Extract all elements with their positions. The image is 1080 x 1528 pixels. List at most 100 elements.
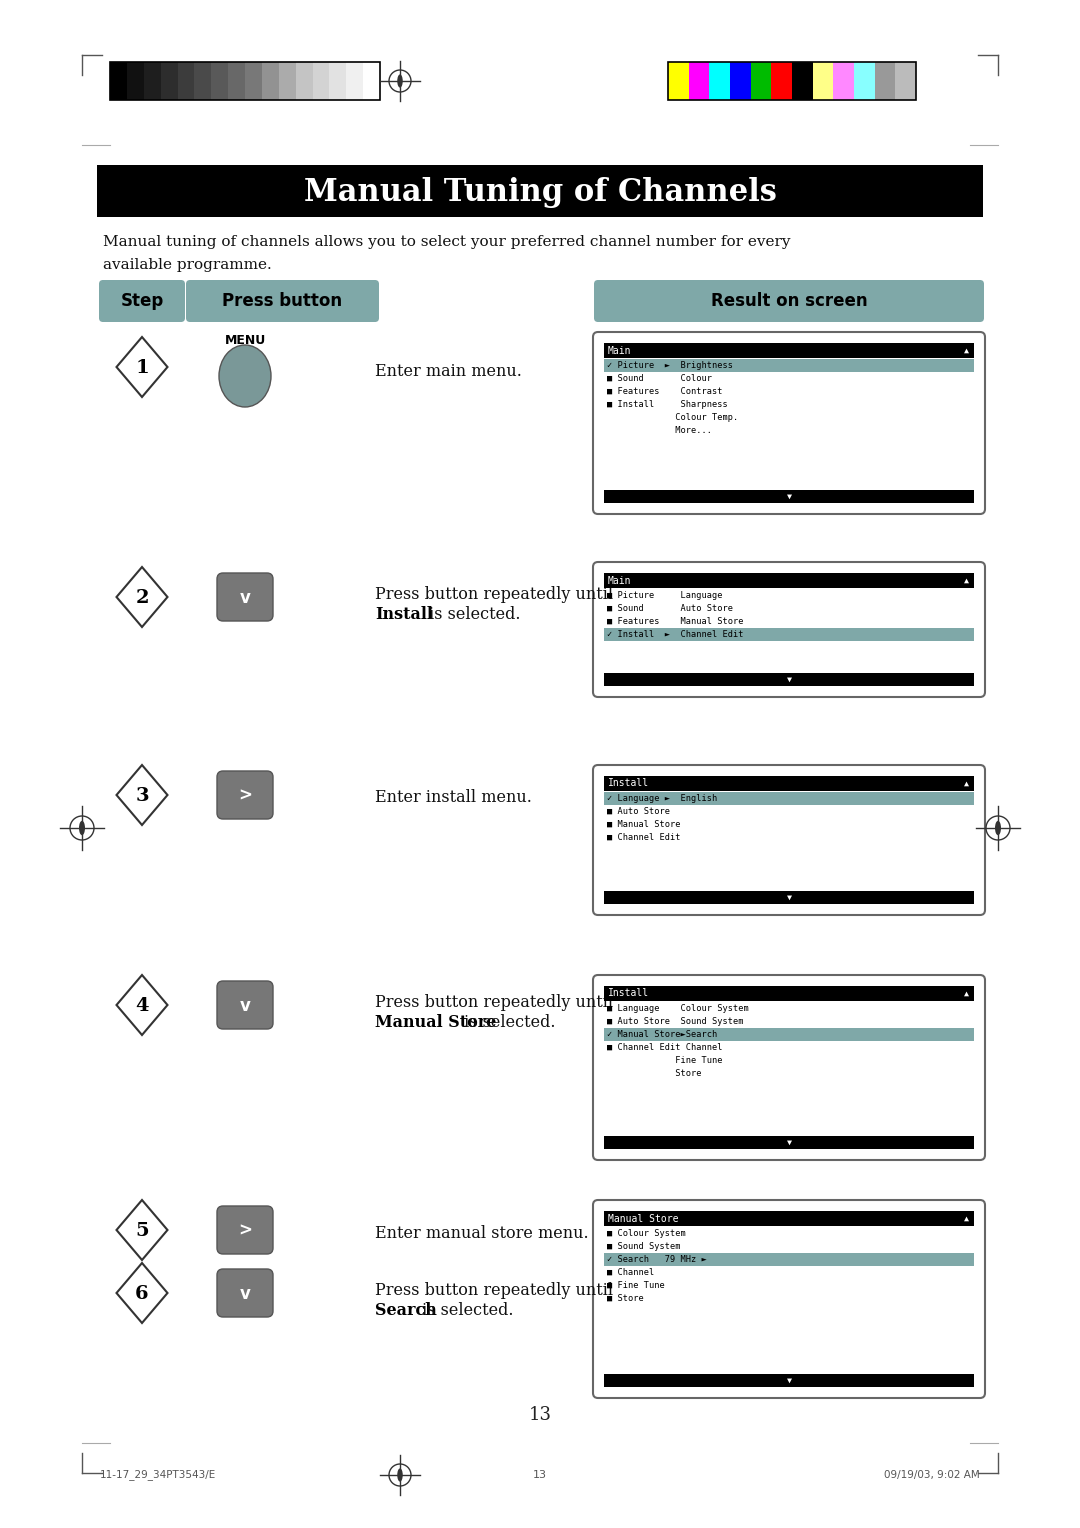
Text: MENU: MENU xyxy=(225,335,266,347)
Text: ▼: ▼ xyxy=(786,892,792,902)
Bar xyxy=(194,63,212,99)
Text: Manual Store: Manual Store xyxy=(608,1213,678,1224)
Polygon shape xyxy=(117,1264,167,1323)
FancyBboxPatch shape xyxy=(593,562,985,697)
Text: Enter main menu.: Enter main menu. xyxy=(375,364,522,380)
Text: Install: Install xyxy=(375,607,433,623)
Bar xyxy=(604,1028,974,1041)
Text: ■ Sound System: ■ Sound System xyxy=(607,1242,680,1251)
Bar xyxy=(604,342,974,358)
Text: ▼: ▼ xyxy=(786,1138,792,1148)
Text: Enter install menu.: Enter install menu. xyxy=(375,790,531,807)
Text: ■ Store: ■ Store xyxy=(607,1294,644,1303)
Bar xyxy=(604,1135,974,1149)
Text: 4: 4 xyxy=(135,996,149,1015)
Text: ■ Install     Sharpness: ■ Install Sharpness xyxy=(607,400,728,410)
Text: 1: 1 xyxy=(135,359,149,377)
Bar xyxy=(604,986,974,1001)
Text: ■ Sound       Auto Store: ■ Sound Auto Store xyxy=(607,604,733,613)
Text: Step: Step xyxy=(120,292,164,310)
FancyBboxPatch shape xyxy=(217,981,273,1028)
FancyBboxPatch shape xyxy=(217,1268,273,1317)
Bar xyxy=(312,63,329,99)
Bar xyxy=(177,63,194,99)
FancyBboxPatch shape xyxy=(593,766,985,915)
Text: Press button repeatedly until: Press button repeatedly until xyxy=(375,587,613,604)
Polygon shape xyxy=(117,975,167,1034)
Bar xyxy=(689,63,710,99)
Text: ✓ Manual Store►Search: ✓ Manual Store►Search xyxy=(607,1030,717,1039)
Text: ▼: ▼ xyxy=(786,1377,792,1384)
Text: ■ Auto Store: ■ Auto Store xyxy=(607,807,670,816)
FancyBboxPatch shape xyxy=(217,573,273,620)
Polygon shape xyxy=(117,338,167,397)
Text: Press button repeatedly until: Press button repeatedly until xyxy=(375,995,613,1012)
Text: >: > xyxy=(238,787,252,805)
Text: ■ Picture     Language: ■ Picture Language xyxy=(607,591,723,601)
Bar xyxy=(212,63,228,99)
Bar xyxy=(97,165,983,217)
Text: is selected.: is selected. xyxy=(417,1302,513,1319)
Text: v: v xyxy=(240,1285,251,1303)
Text: ✓ Picture  ►  Brightness: ✓ Picture ► Brightness xyxy=(607,361,733,370)
Text: More...: More... xyxy=(607,426,712,435)
Bar xyxy=(669,63,916,99)
Bar xyxy=(363,63,380,99)
Text: Search: Search xyxy=(375,1302,437,1319)
Bar xyxy=(604,1374,974,1387)
Bar xyxy=(669,63,689,99)
Text: ✓ Language ►  English: ✓ Language ► English xyxy=(607,795,717,804)
Bar xyxy=(710,63,730,99)
Text: v: v xyxy=(240,996,251,1015)
Text: Install: Install xyxy=(608,778,649,788)
Text: ▲: ▲ xyxy=(963,576,969,585)
Text: ▲: ▲ xyxy=(963,1215,969,1222)
FancyBboxPatch shape xyxy=(594,280,984,322)
Bar xyxy=(604,891,974,905)
Text: ■ Language    Colour System: ■ Language Colour System xyxy=(607,1004,748,1013)
Text: Manual tuning of channels allows you to select your preferred channel number for: Manual tuning of channels allows you to … xyxy=(103,235,791,249)
Bar xyxy=(261,63,279,99)
Text: available programme.: available programme. xyxy=(103,258,272,272)
FancyBboxPatch shape xyxy=(593,1199,985,1398)
FancyBboxPatch shape xyxy=(99,280,185,322)
Text: ■ Channel: ■ Channel xyxy=(607,1268,654,1277)
Text: 6: 6 xyxy=(135,1285,149,1303)
Bar xyxy=(110,63,380,99)
Bar xyxy=(329,63,347,99)
Bar xyxy=(730,63,751,99)
Text: Press button: Press button xyxy=(221,292,342,310)
Polygon shape xyxy=(117,1199,167,1261)
Bar xyxy=(144,63,161,99)
Bar xyxy=(604,1253,974,1267)
Ellipse shape xyxy=(79,821,85,836)
Text: 13: 13 xyxy=(528,1406,552,1424)
Bar xyxy=(296,63,312,99)
Bar xyxy=(279,63,296,99)
Text: v: v xyxy=(240,588,251,607)
Bar xyxy=(604,776,974,792)
Bar xyxy=(792,63,812,99)
Text: Fine Tune: Fine Tune xyxy=(607,1056,723,1065)
FancyBboxPatch shape xyxy=(186,280,379,322)
Bar xyxy=(604,573,974,588)
FancyBboxPatch shape xyxy=(593,332,985,513)
Text: ■ Fine Tune: ■ Fine Tune xyxy=(607,1280,665,1290)
Text: ■ Features    Manual Store: ■ Features Manual Store xyxy=(607,617,743,626)
Ellipse shape xyxy=(995,821,1001,836)
Text: ■ Channel Edit Channel: ■ Channel Edit Channel xyxy=(607,1044,723,1051)
Text: ■ Features    Contrast: ■ Features Contrast xyxy=(607,387,723,396)
Text: Main: Main xyxy=(608,576,632,585)
Polygon shape xyxy=(117,567,167,626)
Text: is selected.: is selected. xyxy=(459,1015,555,1031)
Text: ▼: ▼ xyxy=(786,492,792,501)
Text: Colour Temp.: Colour Temp. xyxy=(607,413,739,422)
Polygon shape xyxy=(117,766,167,825)
Bar xyxy=(604,672,974,686)
Ellipse shape xyxy=(397,1468,403,1482)
Text: 5: 5 xyxy=(135,1222,149,1241)
Text: 2: 2 xyxy=(135,588,149,607)
Text: Press button repeatedly until: Press button repeatedly until xyxy=(375,1282,613,1299)
Text: ▼: ▼ xyxy=(786,675,792,685)
Text: >: > xyxy=(238,1222,252,1241)
